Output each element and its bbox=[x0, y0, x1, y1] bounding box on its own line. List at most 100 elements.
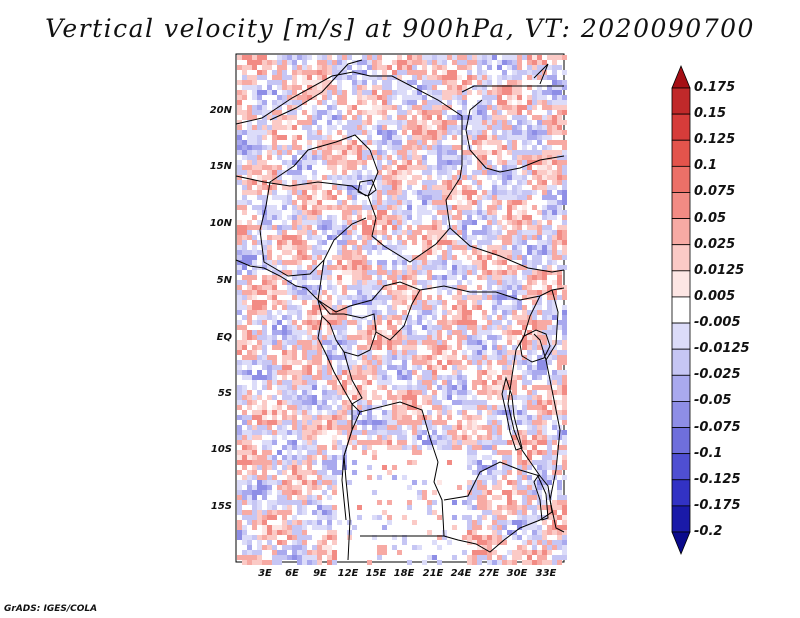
field-cell bbox=[522, 120, 527, 125]
field-cell bbox=[262, 115, 267, 120]
field-cell bbox=[307, 390, 312, 395]
field-cell bbox=[322, 90, 327, 95]
field-cell bbox=[242, 540, 247, 545]
field-cell bbox=[257, 170, 262, 175]
field-cell bbox=[307, 340, 312, 345]
field-cell bbox=[562, 345, 567, 350]
field-cell bbox=[512, 125, 517, 130]
field-cell bbox=[442, 395, 447, 400]
field-cell bbox=[242, 330, 247, 335]
field-cell bbox=[412, 235, 417, 240]
field-cell bbox=[532, 420, 537, 425]
field-cell bbox=[387, 165, 392, 170]
field-cell bbox=[292, 285, 297, 290]
field-cell bbox=[282, 245, 287, 250]
field-cell bbox=[452, 500, 457, 505]
field-cell bbox=[537, 210, 542, 215]
field-cell bbox=[342, 355, 347, 360]
field-cell bbox=[322, 375, 327, 380]
field-cell bbox=[532, 95, 537, 100]
field-cell bbox=[537, 150, 542, 155]
field-cell bbox=[252, 470, 257, 475]
field-cell bbox=[287, 75, 292, 80]
field-cell bbox=[242, 370, 247, 375]
field-cell bbox=[532, 260, 537, 265]
field-cell bbox=[277, 225, 282, 230]
field-cell bbox=[402, 100, 407, 105]
field-cell bbox=[542, 105, 547, 110]
field-cell bbox=[562, 240, 567, 245]
field-cell bbox=[417, 130, 422, 135]
field-cell bbox=[282, 525, 287, 530]
field-cell bbox=[502, 375, 507, 380]
field-cell bbox=[392, 175, 397, 180]
field-cell bbox=[312, 495, 317, 500]
field-cell bbox=[552, 115, 557, 120]
field-cell bbox=[507, 130, 512, 135]
field-cell bbox=[322, 540, 327, 545]
field-cell bbox=[412, 360, 417, 365]
field-cell bbox=[342, 450, 347, 455]
field-cell bbox=[527, 555, 532, 560]
field-cell bbox=[317, 425, 322, 430]
field-cell bbox=[297, 540, 302, 545]
field-cell bbox=[542, 545, 547, 550]
field-cell bbox=[267, 450, 272, 455]
field-cell bbox=[502, 395, 507, 400]
field-cell bbox=[527, 290, 532, 295]
field-cell bbox=[292, 170, 297, 175]
field-cell bbox=[472, 560, 477, 565]
field-cell bbox=[337, 355, 342, 360]
field-cell bbox=[417, 155, 422, 160]
field-cell bbox=[507, 495, 512, 500]
field-cell bbox=[247, 55, 252, 60]
field-cell bbox=[412, 145, 417, 150]
field-cell bbox=[322, 490, 327, 495]
field-cell bbox=[447, 275, 452, 280]
field-cell bbox=[292, 355, 297, 360]
field-cell bbox=[247, 535, 252, 540]
field-cell bbox=[537, 505, 542, 510]
field-cell bbox=[237, 240, 242, 245]
field-cell bbox=[517, 70, 522, 75]
field-cell bbox=[242, 510, 247, 515]
field-cell bbox=[517, 220, 522, 225]
field-cell bbox=[312, 320, 317, 325]
field-cell bbox=[237, 490, 242, 495]
field-cell bbox=[442, 355, 447, 360]
field-cell bbox=[562, 370, 567, 375]
field-cell bbox=[242, 480, 247, 485]
field-cell bbox=[382, 400, 387, 405]
field-cell bbox=[427, 370, 432, 375]
field-cell bbox=[402, 245, 407, 250]
field-cell bbox=[437, 410, 442, 415]
field-cell bbox=[347, 295, 352, 300]
field-cell bbox=[317, 135, 322, 140]
field-cell bbox=[237, 450, 242, 455]
field-cell bbox=[382, 230, 387, 235]
field-cell bbox=[527, 70, 532, 75]
field-cell bbox=[367, 285, 372, 290]
field-cell bbox=[397, 420, 402, 425]
field-cell bbox=[532, 340, 537, 345]
field-cell bbox=[397, 60, 402, 65]
field-cell bbox=[457, 335, 462, 340]
field-cell bbox=[432, 375, 437, 380]
field-cell bbox=[472, 425, 477, 430]
field-cell bbox=[407, 65, 412, 70]
field-cell bbox=[272, 510, 277, 515]
field-cell bbox=[507, 440, 512, 445]
field-cell bbox=[382, 440, 387, 445]
field-cell bbox=[252, 430, 257, 435]
field-cell bbox=[357, 350, 362, 355]
field-cell bbox=[292, 380, 297, 385]
field-cell bbox=[462, 515, 467, 520]
field-cell bbox=[502, 195, 507, 200]
field-cell bbox=[427, 165, 432, 170]
field-cell bbox=[302, 90, 307, 95]
field-cell bbox=[352, 280, 357, 285]
field-cell bbox=[487, 150, 492, 155]
field-cell bbox=[292, 110, 297, 115]
field-cell bbox=[507, 250, 512, 255]
field-cell bbox=[407, 255, 412, 260]
